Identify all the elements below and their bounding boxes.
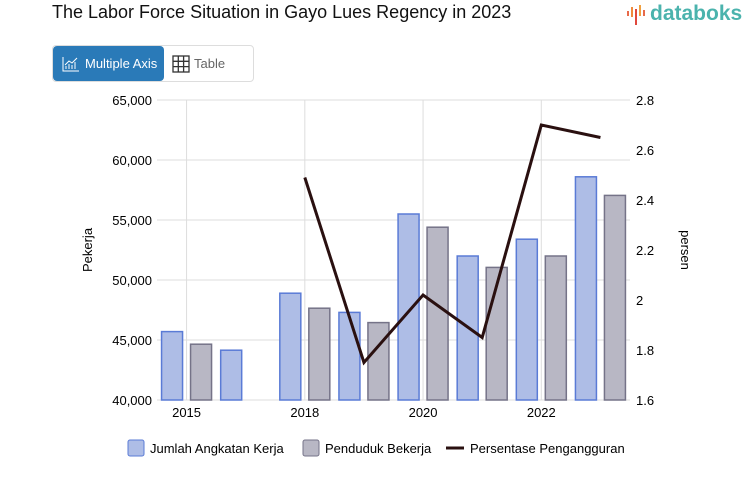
table-button[interactable]: Table [164, 46, 233, 81]
y-left-label: Pekerja [80, 227, 95, 272]
bar-jumlah-angkatan-kerja [515, 238, 539, 401]
x-tick-label: 2018 [290, 405, 319, 420]
multiple-axis-label: Multiple Axis [85, 56, 158, 71]
y-right-tick-label: 2.6 [636, 143, 654, 158]
bar-jumlah-angkatan-kerja [338, 311, 361, 401]
table-label: Table [194, 56, 226, 71]
y-left-tick-label: 50,000 [112, 273, 152, 288]
y-left-tick-label: 65,000 [112, 93, 152, 108]
bar-penduduk-bekerja [189, 343, 213, 401]
y-right-tick-label: 2.2 [636, 243, 654, 258]
bar-jumlah-angkatan-kerja [397, 213, 420, 401]
line-persentase-pengangguran [303, 123, 601, 366]
multiple-axis-button[interactable]: Multiple Axis [53, 46, 164, 81]
legend-label-persentase: Persentase Pengangguran [470, 441, 625, 456]
databoks-logo: databoks [626, 2, 742, 26]
table-icon [172, 54, 190, 73]
legend-swatch-penduduk [302, 439, 320, 457]
x-tick-label: 2020 [409, 405, 438, 420]
legend-label-jumlah: Jumlah Angkatan Kerja [150, 441, 284, 456]
bar-jumlah-angkatan-kerja [279, 292, 302, 401]
chart-title: The Labor Force Situation in Gayo Lues R… [52, 2, 512, 22]
bar-jumlah-angkatan-kerja [160, 330, 184, 401]
bar-penduduk-bekerja [603, 194, 627, 401]
logo-bars-icon [627, 5, 645, 25]
y-right-tick-label: 2 [636, 293, 643, 308]
bar-penduduk-bekerja [367, 321, 390, 401]
bar-jumlah-angkatan-kerja [574, 176, 598, 401]
y-left-tick-label: 55,000 [112, 213, 152, 228]
legend-label-penduduk: Penduduk Bekerja [325, 441, 432, 456]
bar-penduduk-bekerja [426, 226, 449, 401]
bar-jumlah-angkatan-kerja [219, 349, 243, 401]
x-tick-label: 2022 [527, 405, 556, 420]
logo-text: databoks [650, 2, 743, 25]
y-right-tick-label: 1.6 [636, 393, 654, 408]
bar-penduduk-bekerja [544, 255, 568, 401]
y-right-tick-label: 1.8 [636, 343, 654, 358]
y-right-label: persen [678, 230, 693, 270]
view-toggle: Multiple Axis Table [52, 45, 254, 82]
legend: Jumlah Angkatan Kerja Penduduk Bekerja P… [127, 439, 625, 457]
legend-swatch-jumlah [127, 439, 145, 457]
bar-penduduk-bekerja [308, 307, 331, 401]
chart-icon [62, 56, 79, 71]
y-left-tick-label: 40,000 [112, 393, 152, 408]
y-left-tick-label: 60,000 [112, 153, 152, 168]
y-right-tick-label: 2.4 [636, 193, 654, 208]
y-left-tick-label: 45,000 [112, 333, 152, 348]
y-right-tick-label: 2.8 [636, 93, 654, 108]
x-tick-label: 2015 [172, 405, 201, 420]
